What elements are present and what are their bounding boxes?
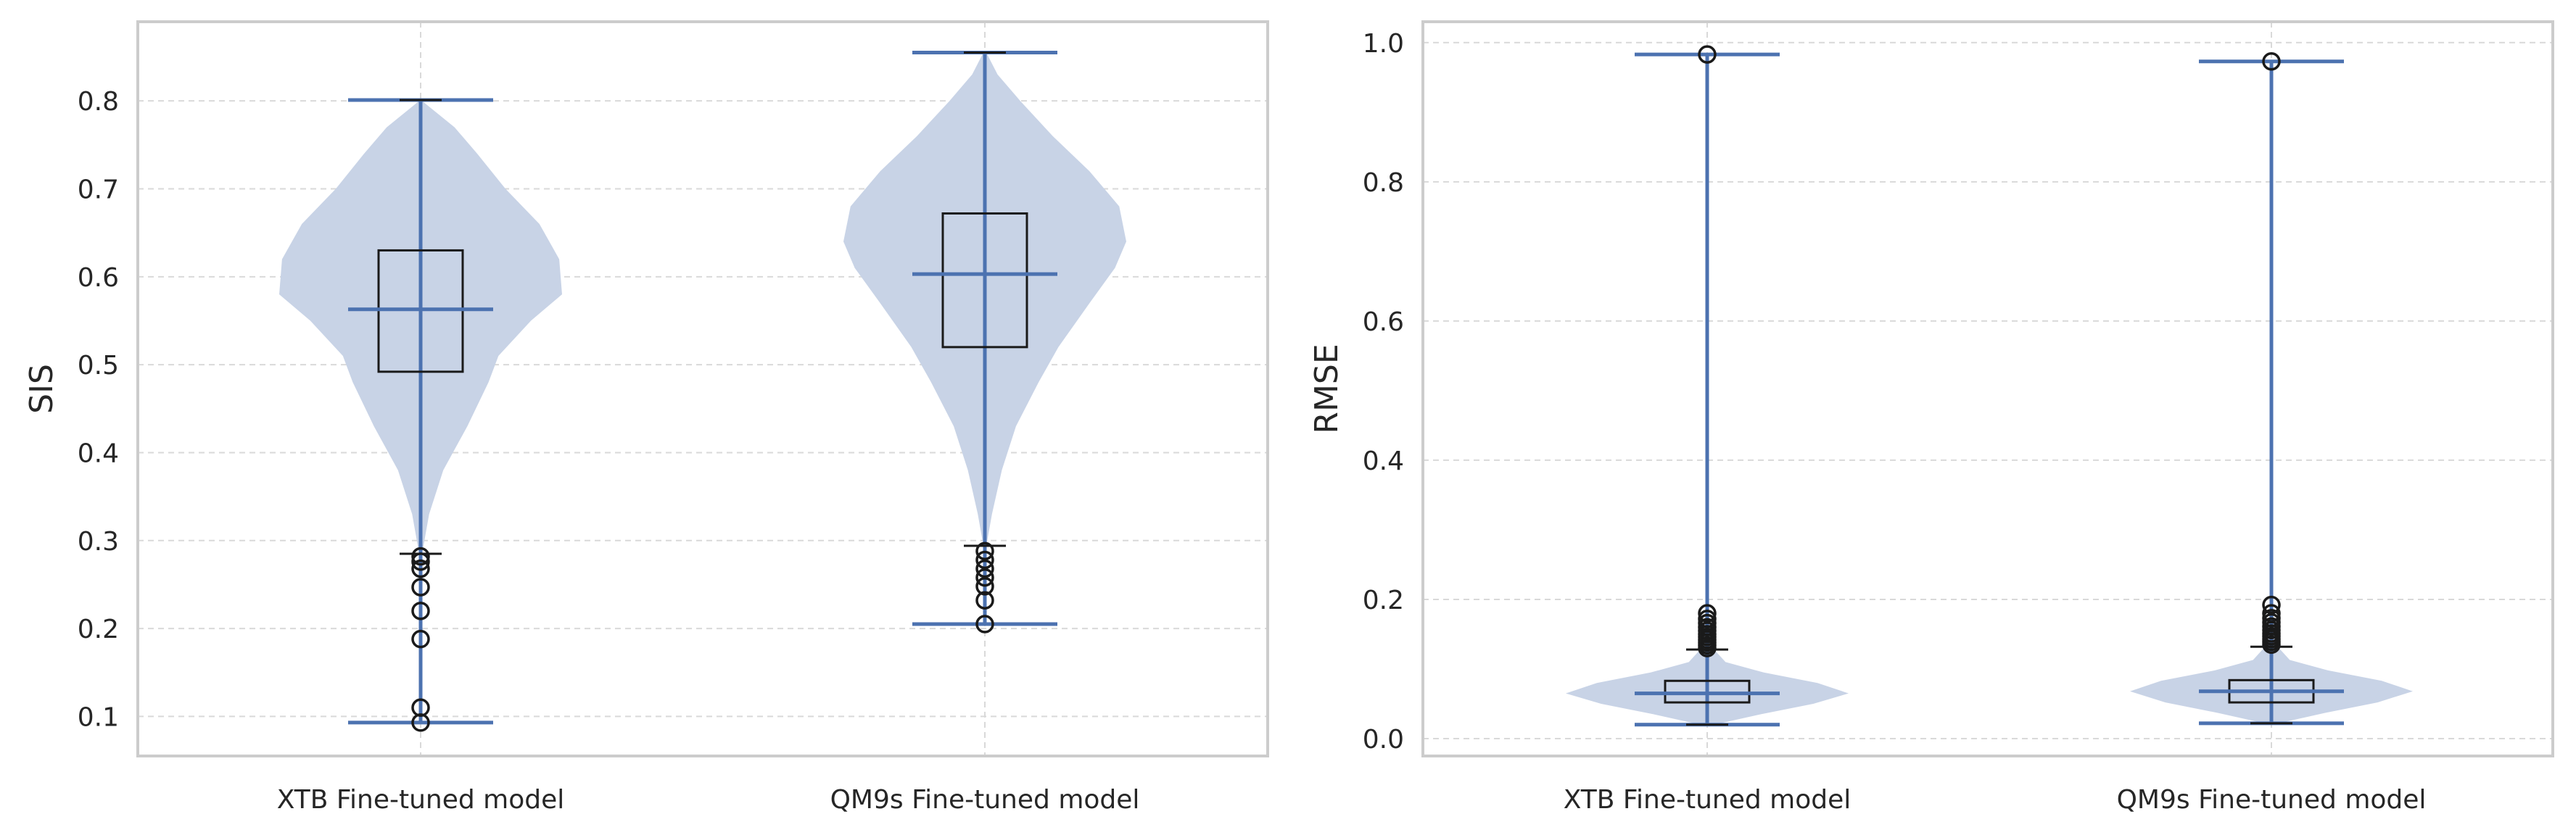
outlier-point-0-10: [1698, 604, 1717, 623]
y-tick-label: 0.1: [78, 702, 119, 732]
x-tick-label: XTB Fine-tuned model: [277, 785, 565, 815]
y-tick-label: 0.6: [78, 263, 119, 293]
outlier-point-1-6: [975, 541, 994, 561]
y-tick-label: 0.0: [1363, 725, 1404, 755]
sis-violin-plot: 0.1 0.2 0.3 0.4 0.5 0.6 0.7 0.8 XTB Fine-tuned m…: [23, 20, 1269, 815]
y-tick-label: 0.7: [78, 175, 119, 205]
outlier-point-0-7: [411, 547, 430, 566]
outlier-point-0-11: [1698, 45, 1717, 64]
outlier-point-1-8: [2262, 609, 2281, 628]
outlier-point-0-5: [411, 559, 430, 578]
outlier-point-0-6: [411, 552, 430, 571]
outlier-point-1-3: [975, 568, 994, 587]
outlier-point-1-4: [975, 559, 994, 578]
outlier-point-0-1: [411, 698, 430, 718]
y-tick-label: 0.3: [78, 527, 119, 557]
x-tick-label: XTB Fine-tuned model: [1564, 785, 1852, 815]
outlier-point-1-0: [975, 615, 994, 633]
y-tick-label: 0.2: [1363, 586, 1404, 615]
y-tick-label: 0.8: [1363, 168, 1404, 198]
outlier-point-1-11: [2262, 51, 2281, 71]
y-axis-title: SIS: [23, 364, 60, 414]
y-tick-label: 0.4: [1363, 446, 1404, 476]
outlier-point-1-1: [975, 591, 994, 610]
plot-frame: [136, 20, 1269, 757]
y-tick-label: 0.6: [1363, 307, 1404, 337]
outlier-point-0-9: [1698, 610, 1717, 628]
outlier-point-1-2: [975, 577, 994, 596]
box-iqr-1: [941, 212, 1028, 349]
outlier-point-1-10: [2262, 595, 2281, 615]
y-tick-label: 0.4: [78, 439, 119, 468]
outlier-point-0-2: [411, 629, 430, 649]
rmse-violin-plot: 0.0 0.2 0.4 0.6 0.8 1.0 XTB Fine-tuned model QM…: [1308, 20, 2554, 815]
outlier-point-0-4: [411, 578, 430, 597]
y-axis-title: RMSE: [1308, 344, 1345, 433]
y-tick-label: 1.0: [1363, 29, 1404, 59]
x-tick-label: QM9s Fine-tuned model: [830, 785, 1140, 815]
y-tick-label: 0.2: [78, 615, 119, 644]
x-tick-label: QM9s Fine-tuned model: [2117, 785, 2427, 815]
outlier-point-1-5: [975, 550, 994, 570]
outlier-point-1-9: [2262, 604, 2281, 623]
plot-frame: [1421, 20, 2554, 757]
outlier-point-0-3: [411, 602, 430, 620]
y-tick-label: 0.5: [78, 351, 119, 381]
y-tick-label: 0.8: [78, 87, 119, 117]
